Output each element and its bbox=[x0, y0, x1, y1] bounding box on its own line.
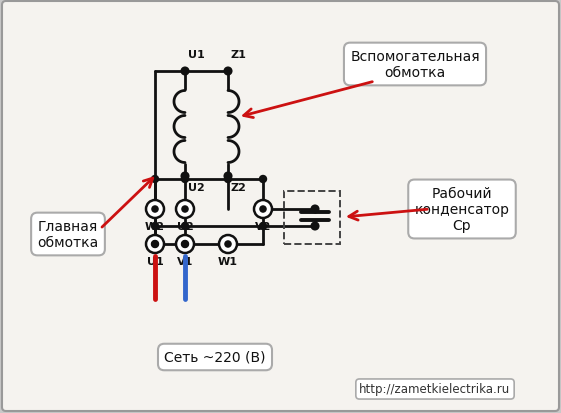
Circle shape bbox=[311, 223, 319, 230]
Text: Рабочий
конденсатор
Ср: Рабочий конденсатор Ср bbox=[415, 186, 509, 233]
Text: http://zametkielectrika.ru: http://zametkielectrika.ru bbox=[360, 382, 511, 396]
Circle shape bbox=[182, 241, 188, 248]
Text: U2: U2 bbox=[177, 221, 194, 231]
Circle shape bbox=[224, 176, 232, 183]
Text: U1: U1 bbox=[146, 256, 163, 266]
Circle shape bbox=[259, 206, 267, 213]
Circle shape bbox=[151, 223, 159, 230]
Text: V2: V2 bbox=[255, 221, 271, 231]
Circle shape bbox=[224, 173, 232, 180]
Circle shape bbox=[224, 241, 232, 248]
Circle shape bbox=[146, 235, 164, 254]
Circle shape bbox=[176, 201, 194, 218]
Text: W2: W2 bbox=[145, 221, 165, 231]
Circle shape bbox=[254, 201, 272, 218]
Text: V1: V1 bbox=[177, 256, 193, 266]
Circle shape bbox=[182, 176, 188, 183]
Circle shape bbox=[182, 173, 188, 180]
Circle shape bbox=[182, 223, 188, 230]
Circle shape bbox=[151, 206, 159, 213]
Circle shape bbox=[151, 241, 159, 248]
Circle shape bbox=[176, 235, 194, 254]
Circle shape bbox=[151, 241, 159, 248]
Text: U2: U2 bbox=[188, 183, 205, 192]
Text: Сеть ~220 (В): Сеть ~220 (В) bbox=[164, 350, 266, 364]
Circle shape bbox=[219, 235, 237, 254]
Text: Z1: Z1 bbox=[231, 50, 247, 60]
Circle shape bbox=[181, 206, 189, 213]
Text: Главная
обмотка: Главная обмотка bbox=[38, 219, 99, 249]
Circle shape bbox=[181, 241, 189, 248]
Circle shape bbox=[224, 68, 232, 75]
Circle shape bbox=[260, 176, 266, 183]
Circle shape bbox=[311, 206, 319, 213]
Text: Вспомогательная
обмотка: Вспомогательная обмотка bbox=[350, 50, 480, 80]
Circle shape bbox=[182, 68, 188, 75]
Text: U1: U1 bbox=[188, 50, 205, 60]
Text: Z2: Z2 bbox=[231, 183, 247, 192]
Circle shape bbox=[151, 176, 159, 183]
Circle shape bbox=[146, 201, 164, 218]
Text: W1: W1 bbox=[218, 256, 238, 266]
Circle shape bbox=[260, 223, 266, 230]
Bar bbox=[284, 192, 340, 244]
